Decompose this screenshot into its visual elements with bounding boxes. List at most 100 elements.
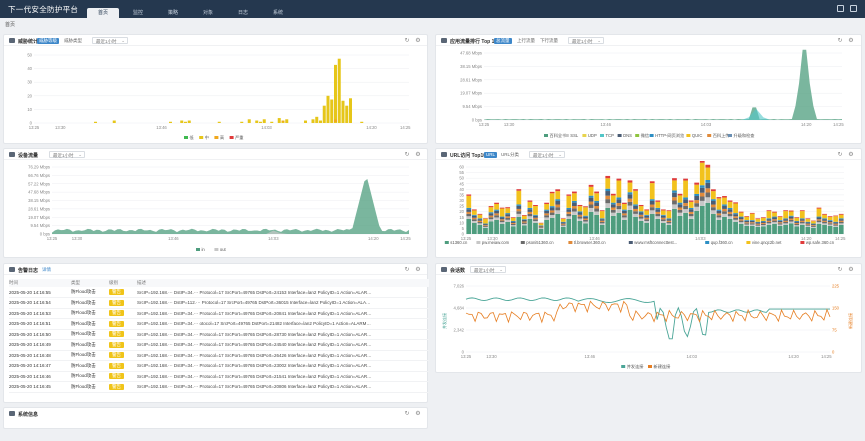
- url-bar-segment: [477, 223, 483, 225]
- settings-icon[interactable]: ⚙: [415, 37, 421, 44]
- tab-monitor[interactable]: 监控: [132, 10, 143, 16]
- url-bar-segment: [705, 202, 711, 234]
- url-category-toggle[interactable]: URL分类: [501, 151, 520, 157]
- chart-icon: [9, 38, 15, 43]
- url-bar-segment: [722, 204, 727, 206]
- url-bar-segment: [572, 211, 577, 215]
- url-bar-segment: [838, 219, 844, 221]
- url-bar-segment: [544, 215, 549, 218]
- url-bar-segment: [466, 209, 472, 212]
- table-row[interactable]: 2025-05-20 14:16:46 防Flood攻击 警告 SrcIP=192.1…: [9, 371, 429, 382]
- url-bar-segment: [483, 224, 488, 226]
- settings-icon[interactable]: ⚙: [848, 151, 854, 158]
- url-bar-segment: [638, 204, 644, 207]
- url-bar-segment: [699, 185, 705, 188]
- panel-title: 应用流量排行 Top 10: [450, 39, 498, 45]
- refresh-icon[interactable]: ↻: [837, 151, 843, 158]
- time-range-select[interactable]: 最近1小时: [92, 37, 128, 44]
- url-bar-segment: [499, 216, 505, 218]
- cell-type: 防Flood攻击: [71, 308, 109, 319]
- url-bar-segment: [616, 180, 622, 198]
- user-icon[interactable]: [837, 5, 844, 12]
- system-info-panel: 系统信息 ↻ ⚙: [3, 407, 428, 429]
- url-bar-segment: [633, 204, 638, 206]
- threat-bar: [360, 121, 364, 123]
- legend-label: vine.qnqc2b.net: [752, 240, 782, 245]
- url-bar-segment: [488, 221, 494, 234]
- url-bar-segment: [744, 220, 750, 221]
- tab-policy[interactable]: 策略: [167, 10, 178, 16]
- url-bar-segment: [677, 204, 683, 208]
- time-range-select[interactable]: 最近1小时: [49, 151, 85, 158]
- time-range-select[interactable]: 最近1小时: [529, 151, 565, 158]
- refresh-icon[interactable]: ↻: [837, 266, 843, 273]
- main-tabs: 首页 监控 策略 对象 日志 系统: [87, 8, 297, 18]
- url-bar-segment: [521, 215, 527, 216]
- settings-icon[interactable]: ⚙: [415, 151, 421, 158]
- settings-icon[interactable]: ⚙: [848, 37, 854, 44]
- cell-level: 警告: [109, 360, 137, 372]
- url-bar-segment: [638, 214, 644, 217]
- table-row[interactable]: 2025-05-20 14:16:45 防Flood攻击 警告 SrcIP=192.1…: [9, 381, 429, 393]
- threat-bar: [334, 64, 337, 123]
- url-bar-segment: [688, 213, 694, 217]
- col-desc: 描述: [137, 279, 429, 287]
- refresh-icon[interactable]: ↻: [404, 410, 410, 417]
- url-bar-segment: [799, 211, 805, 219]
- cell-desc: SrcIP=192.168.··· DstIP=34.··· Protocol=…: [137, 308, 429, 319]
- refresh-icon[interactable]: ↻: [404, 266, 410, 273]
- url-bar-segment: [616, 197, 622, 200]
- cell-type-text: 防Flood攻击: [71, 299, 96, 305]
- settings-icon[interactable]: ⚙: [848, 266, 854, 273]
- table-row[interactable]: 2025-05-20 14:16:54 防Flood攻击 警告 SrcIP=192.1…: [9, 297, 429, 309]
- threat-level-toggle[interactable]: 威胁等级: [37, 37, 59, 44]
- refresh-icon[interactable]: ↻: [404, 37, 410, 44]
- logout-icon[interactable]: [850, 5, 857, 12]
- download-traffic-toggle[interactable]: 下行流量: [540, 37, 558, 43]
- table-row[interactable]: 2025-05-20 14:16:50 防Flood攻击 警告 SrcIP=192.1…: [9, 329, 429, 340]
- table-row[interactable]: 2025-05-20 14:16:51 防Flood攻击 警告 SrcIP=192.1…: [9, 318, 429, 330]
- url-bar-segment: [499, 207, 505, 209]
- tab-system[interactable]: 系统: [272, 10, 283, 16]
- url-toggle[interactable]: URL: [484, 151, 498, 158]
- url-bar-segment: [672, 200, 677, 205]
- time-range-select[interactable]: 最近1小时: [470, 266, 506, 273]
- url-bar-segment: [688, 209, 694, 212]
- url-bar-segment: [477, 213, 483, 215]
- col-level: 级别: [109, 279, 137, 287]
- table-row[interactable]: 2025-05-20 14:16:47 防Flood攻击 警告 SrcIP=192.1…: [9, 360, 429, 372]
- table-row[interactable]: 2025-05-20 14:16:49 防Flood攻击 警告 SrcIP=192.1…: [9, 339, 429, 351]
- details-link[interactable]: 详情: [42, 267, 51, 272]
- tab-home[interactable]: 首页: [87, 8, 119, 18]
- threat-bar: [94, 121, 97, 123]
- url-bar-segment: [627, 198, 633, 202]
- table-row[interactable]: 2025-05-20 14:16:53 防Flood攻击 警告 SrcIP=192.1…: [9, 308, 429, 319]
- upload-traffic-toggle[interactable]: 上行流量: [517, 37, 535, 43]
- refresh-icon[interactable]: ↻: [404, 151, 410, 158]
- tab-object[interactable]: 对象: [202, 10, 213, 16]
- threat-type-toggle[interactable]: 威胁类型: [64, 37, 82, 43]
- url-bar-segment: [638, 216, 644, 219]
- url-bar-segment: [466, 211, 472, 214]
- x-tick-label: 14:20: [788, 354, 799, 359]
- url-bar-segment: [777, 223, 783, 225]
- url-bar-segment: [833, 216, 839, 222]
- settings-icon[interactable]: ⚙: [415, 410, 421, 417]
- url-bar-segment: [677, 202, 683, 205]
- refresh-icon[interactable]: ↻: [837, 37, 843, 44]
- cell-type-text: 防Flood攻击: [71, 362, 96, 368]
- total-traffic-toggle[interactable]: 总流量: [494, 37, 512, 44]
- legend-label: 新建连接: [654, 363, 672, 370]
- tab-log[interactable]: 日志: [237, 10, 248, 16]
- time-range-select[interactable]: 最近1小时: [568, 37, 604, 44]
- url-bar-segment: [471, 222, 477, 234]
- url-bar-segment: [705, 167, 711, 180]
- settings-icon[interactable]: ⚙: [415, 266, 421, 273]
- cell-desc: SrcIP=192.168.··· DstIP=34.··· Protocol=…: [137, 371, 429, 382]
- table-row[interactable]: 2025-05-20 14:16:55 防Flood攻击 警告 SrcIP=192.1…: [9, 287, 429, 298]
- table-row[interactable]: 2025-05-20 14:16:48 防Flood攻击 警告 SrcIP=192.1…: [9, 350, 429, 361]
- url-bar-segment: [610, 207, 616, 210]
- url-bar-segment: [594, 208, 600, 212]
- url-bar-segment: [811, 220, 816, 222]
- legend-label: www.msftconnecttest...: [634, 240, 677, 245]
